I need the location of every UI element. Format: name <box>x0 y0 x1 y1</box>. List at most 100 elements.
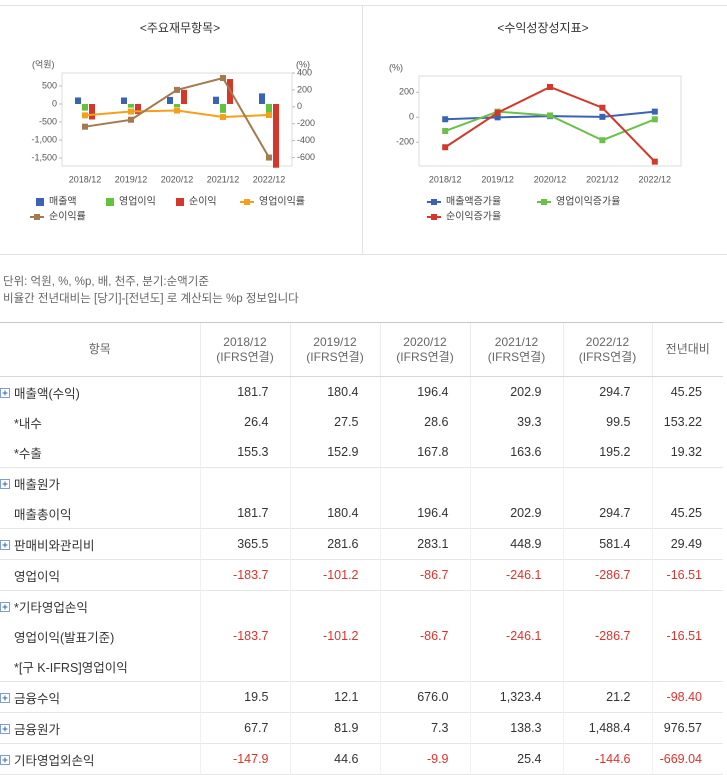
period-header: 2019/12 (IFRS연결) <box>289 322 380 377</box>
legend-label: 영업이익률 <box>259 195 305 208</box>
row-label: *기타영업손익 <box>0 591 200 622</box>
cell <box>562 467 652 498</box>
row-label: 매출총이익 <box>0 498 200 529</box>
cell <box>199 651 290 682</box>
cell: 155.3 <box>199 437 290 468</box>
legend-label: 순이익률 <box>49 211 86 223</box>
row-label: 기타영업외손익 <box>0 744 200 775</box>
cell: 19.5 <box>199 681 290 713</box>
x-tick-label: 2020/12 <box>161 174 194 184</box>
y-tick-label: 0 <box>52 98 57 108</box>
expand-icon[interactable] <box>0 754 14 766</box>
label-text: *[구 K-IFRS]영업이익 <box>14 660 128 675</box>
marker <box>651 116 658 123</box>
label-text: 금융수익 <box>14 691 61 706</box>
row-group: 판매비와관리비 365.5 281.6 283.1 448.9 581.4 29.49 <box>0 528 723 560</box>
marker <box>220 114 226 121</box>
expand-icon[interactable] <box>0 478 14 490</box>
plot-area <box>61 72 293 167</box>
cell: 181.7 <box>199 376 290 407</box>
cell <box>651 651 723 682</box>
cell: 153.22 <box>651 407 723 437</box>
expand-icon[interactable] <box>0 601 14 613</box>
label-text: 매출원가 <box>14 477 61 492</box>
cell: 294.7 <box>562 376 652 407</box>
expand-icon[interactable] <box>0 723 14 735</box>
cell: 45.25 <box>651 376 723 407</box>
expand-icon[interactable] <box>0 692 14 704</box>
cell: -246.1 <box>469 559 563 591</box>
legend-label: 순이익증가율 <box>446 211 501 223</box>
cell <box>379 590 470 621</box>
period-header: 2021/12 (IFRS연결) <box>469 322 563 377</box>
x-tick-label: 2019/12 <box>481 174 514 184</box>
cell <box>469 467 563 498</box>
item-header: 항목 <box>0 322 200 377</box>
cell: -16.51 <box>651 559 723 591</box>
marker <box>82 123 88 130</box>
label-text: 기타영업외손익 <box>14 753 95 768</box>
expand-icon[interactable] <box>0 387 14 399</box>
bar <box>273 104 279 168</box>
marker <box>547 112 553 119</box>
x-tick-label: 2019/12 <box>115 174 148 184</box>
cell: -669.04 <box>651 743 723 775</box>
marker <box>442 128 449 134</box>
legend-swatch <box>34 214 40 220</box>
bar <box>75 97 81 104</box>
cell: 163.6 <box>469 437 563 468</box>
cell: 26.4 <box>199 407 290 437</box>
cell: 283.1 <box>379 528 470 560</box>
label-text: 영업이익 <box>14 569 61 584</box>
cell <box>379 651 470 682</box>
expand-icon[interactable] <box>0 539 14 551</box>
table-row: 매출원가 <box>0 467 723 498</box>
basis: (IFRS연결) <box>487 349 546 364</box>
marker <box>651 158 658 165</box>
y2-tick-label: -400 <box>297 135 315 145</box>
row-group: 매출액(수익) 181.7 180.4 196.4 202.9 294.7 45.25 *내수… <box>0 376 723 468</box>
cell: 25.4 <box>469 743 563 775</box>
cell: 29.49 <box>651 528 723 560</box>
cell: 19.32 <box>651 437 723 468</box>
cell <box>469 651 563 682</box>
page: <주요재무항목> (억원) 500 0 -500 -1,000 -1,500 (%) 400 20… <box>0 5 727 775</box>
x-tick-label: 2020/12 <box>534 174 567 184</box>
marker <box>266 112 272 119</box>
label-text: 판매비와관리비 <box>14 538 95 553</box>
chart-title: <수익성장성지표> <box>497 21 588 35</box>
y-tick-label: -1,500 <box>31 152 57 162</box>
table-row: 영업이익 -183.7 -101.2 -86.7 -246.1 -286.7 -16.51 <box>0 559 723 591</box>
cell: -98.40 <box>651 681 723 713</box>
cell <box>469 590 563 621</box>
label-text: 영업이익(발표기준) <box>14 630 115 645</box>
marker <box>599 113 606 120</box>
row-label: 영업이익 <box>0 560 200 591</box>
row-label: *[구 K-IFRS]영업이익 <box>0 651 200 682</box>
table-row: 판매비와관리비 365.5 281.6 283.1 448.9 581.4 29.49 <box>0 528 723 560</box>
marker <box>494 109 501 116</box>
marker <box>128 108 134 115</box>
legend-swatch <box>431 214 437 220</box>
bar <box>181 89 187 104</box>
table-row: 매출총이익 181.7 180.4 196.4 202.9 294.7 45.25 <box>0 498 723 529</box>
row-label: 판매비와관리비 <box>0 529 200 560</box>
row-label: 금융수익 <box>0 682 200 713</box>
chart: <주요재무항목> (억원) 500 0 -500 -1,000 -1,500 (%)400 20… <box>30 21 315 223</box>
row-group: 금융수익 19.5 12.1 676.0 1,323.4 21.2 -98.40 <box>0 681 723 713</box>
cell: -286.7 <box>562 621 652 651</box>
cell: -86.7 <box>379 559 470 591</box>
legend-swatch <box>244 199 250 205</box>
label-text: *수출 <box>14 446 42 461</box>
table-row: 금융수익 19.5 12.1 676.0 1,323.4 21.2 -98.40 <box>0 681 723 713</box>
ratio-note: 비율간 전년대비는 [당기]-[전년도] 로 계산되는 %p 정보입니다 <box>3 293 299 305</box>
cell: -183.7 <box>199 621 290 651</box>
financial-table: 항목 2018/12 (IFRS연결) 2019/12 (IFRS연결) 2020/12(… <box>0 322 723 775</box>
line <box>444 85 656 163</box>
cell: 202.9 <box>469 498 563 529</box>
x-tick-label: 2018/12 <box>429 174 462 184</box>
cell: 27.5 <box>289 407 380 437</box>
bar <box>89 104 95 120</box>
row-label: 금융원가 <box>0 713 200 744</box>
x-tick-label: 2021/12 <box>207 174 240 184</box>
